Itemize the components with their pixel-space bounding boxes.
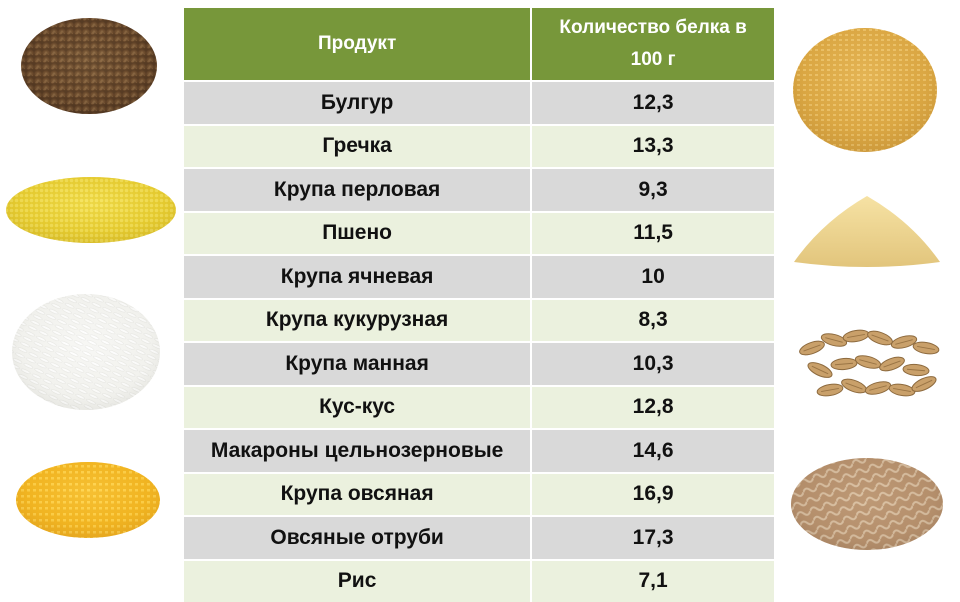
rice-image [6, 286, 166, 416]
protein-cell: 11,5 [531, 212, 774, 256]
product-cell: Булгур [184, 81, 531, 125]
protein-cell: 9,3 [531, 168, 774, 212]
semolina-image [792, 192, 942, 272]
protein-cell: 8,3 [531, 299, 774, 343]
product-cell: Пшено [184, 212, 531, 256]
protein-cell: 12,8 [531, 386, 774, 430]
product-cell: Гречка [184, 125, 531, 169]
buckwheat-image [18, 8, 160, 116]
product-cell: Рис [184, 560, 531, 602]
protein-cell: 17,3 [531, 516, 774, 560]
table-header-row: Продукт Количество белка в 100 г [184, 8, 774, 81]
product-cell: Овсяные отруби [184, 516, 531, 560]
protein-cell: 10,3 [531, 342, 774, 386]
protein-cell: 10 [531, 255, 774, 299]
millet-image [4, 168, 178, 246]
protein-cell: 16,9 [531, 473, 774, 517]
bulgur-image [790, 18, 940, 156]
header-product: Продукт [184, 8, 531, 81]
product-cell: Крупа перловая [184, 168, 531, 212]
protein-cell: 12,3 [531, 81, 774, 125]
header-protein-label: Количество белка в 100 г [543, 12, 763, 76]
corn-grits-image [14, 452, 162, 542]
product-cell: Макароны цельнозерновые [184, 429, 531, 473]
product-cell: Крупа ячневая [184, 255, 531, 299]
whole-grain-pasta-image [788, 450, 946, 554]
product-cell: Крупа кукурузная [184, 299, 531, 343]
protein-cell: 13,3 [531, 125, 774, 169]
protein-cell: 7,1 [531, 560, 774, 602]
product-cell: Кус-кус [184, 386, 531, 430]
oat-grains-image [794, 318, 946, 410]
header-protein: Количество белка в 100 г [531, 8, 774, 81]
product-cell: Крупа овсяная [184, 473, 531, 517]
product-cell: Крупа манная [184, 342, 531, 386]
protein-cell: 14,6 [531, 429, 774, 473]
